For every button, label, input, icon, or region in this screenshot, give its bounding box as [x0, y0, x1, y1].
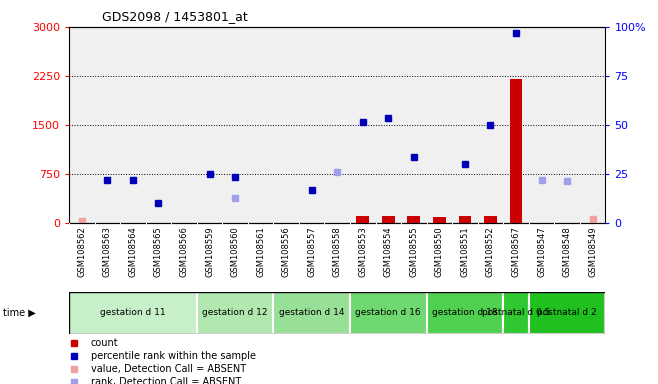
Bar — [382, 216, 395, 223]
Text: GSM108560: GSM108560 — [230, 226, 240, 277]
Text: GSM108547: GSM108547 — [537, 226, 546, 277]
Bar — [509, 79, 522, 223]
Text: gestation d 16: gestation d 16 — [355, 308, 421, 318]
Text: gestation d 18: gestation d 18 — [432, 308, 497, 318]
Text: gestation d 12: gestation d 12 — [202, 308, 268, 318]
Text: GSM108549: GSM108549 — [588, 226, 597, 277]
Text: GSM108564: GSM108564 — [128, 226, 138, 277]
Bar — [484, 216, 497, 223]
Text: GSM108556: GSM108556 — [282, 226, 291, 277]
Text: GSM108551: GSM108551 — [461, 226, 469, 277]
Text: gestation d 11: gestation d 11 — [100, 308, 166, 318]
Text: GDS2098 / 1453801_at: GDS2098 / 1453801_at — [102, 10, 248, 23]
Text: GSM108548: GSM108548 — [563, 226, 572, 277]
Bar — [529, 292, 605, 334]
Text: percentile rank within the sample: percentile rank within the sample — [91, 351, 255, 361]
Text: postnatal d 0.5: postnatal d 0.5 — [482, 308, 550, 318]
Text: count: count — [91, 338, 118, 348]
Text: GSM108550: GSM108550 — [435, 226, 444, 277]
Text: rank, Detection Call = ABSENT: rank, Detection Call = ABSENT — [91, 377, 241, 384]
Text: GSM108553: GSM108553 — [358, 226, 367, 277]
Text: GSM108567: GSM108567 — [511, 226, 520, 277]
Text: GSM108554: GSM108554 — [384, 226, 393, 277]
Bar — [69, 292, 197, 334]
Text: GSM108552: GSM108552 — [486, 226, 495, 277]
Text: GSM108565: GSM108565 — [154, 226, 163, 277]
Text: GSM108559: GSM108559 — [205, 226, 214, 277]
Bar — [357, 216, 369, 223]
Bar — [503, 292, 529, 334]
Bar — [407, 216, 420, 223]
Bar — [273, 292, 350, 334]
Text: GSM108566: GSM108566 — [180, 226, 188, 277]
Text: GSM108563: GSM108563 — [103, 226, 112, 277]
Text: GSM108561: GSM108561 — [256, 226, 265, 277]
Text: postnatal d 2: postnatal d 2 — [537, 308, 597, 318]
Text: value, Detection Call = ABSENT: value, Detection Call = ABSENT — [91, 364, 245, 374]
Text: time ▶: time ▶ — [3, 308, 36, 318]
Text: GSM108562: GSM108562 — [78, 226, 86, 277]
Bar — [459, 216, 471, 223]
Bar — [426, 292, 503, 334]
Text: GSM108558: GSM108558 — [333, 226, 342, 277]
Text: GSM108557: GSM108557 — [307, 226, 316, 277]
Bar — [350, 292, 426, 334]
Bar — [197, 292, 273, 334]
Text: GSM108555: GSM108555 — [409, 226, 418, 277]
Bar — [433, 217, 445, 223]
Text: gestation d 14: gestation d 14 — [279, 308, 344, 318]
